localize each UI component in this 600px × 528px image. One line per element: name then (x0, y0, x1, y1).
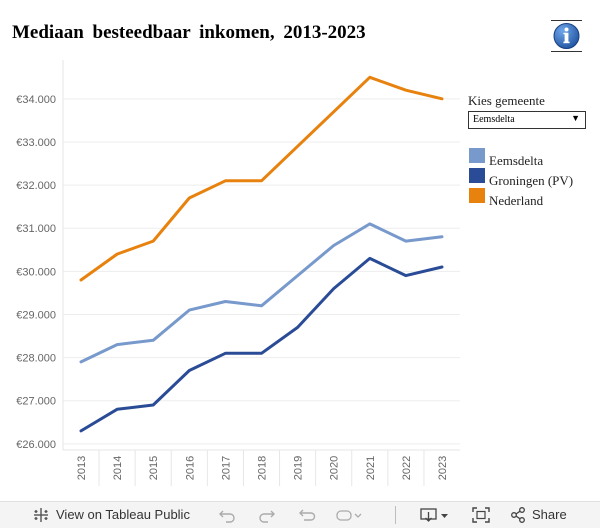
y-tick-label: €32.000 (16, 180, 56, 192)
legend-item-eemsdelta[interactable]: Eemsdelta (469, 148, 600, 168)
download-icon[interactable] (420, 507, 450, 523)
series-line-groningen-pv (79, 256, 444, 433)
legend-item-nederland[interactable]: Nederland (469, 188, 600, 208)
x-tick-label: 2020 (329, 456, 341, 480)
y-tick-label: €27.000 (16, 396, 56, 408)
legend-swatch (469, 148, 485, 163)
y-tick-label: €26.000 (16, 439, 56, 451)
y-tick-label: €31.000 (16, 223, 56, 235)
info-icon (553, 23, 580, 49)
share-icon[interactable] (510, 507, 526, 523)
gemeente-select[interactable]: Eemsdelta ▼ (468, 111, 586, 129)
legend-swatch (469, 168, 485, 183)
x-tick-label: 2017 (220, 456, 232, 480)
legend-label: Eemsdelta (489, 153, 544, 168)
x-tick-label: 2015 (148, 456, 160, 480)
x-tick-label: 2022 (401, 456, 413, 480)
toolbar-divider (395, 506, 396, 524)
y-tick-label: €29.000 (16, 309, 56, 321)
y-tick-label: €28.000 (16, 353, 56, 365)
tableau-toolbar: View on Tableau Public Share (0, 501, 600, 528)
x-tick-label: 2013 (76, 456, 88, 480)
revert-icon[interactable] (298, 507, 316, 523)
undo-icon[interactable] (218, 507, 236, 523)
x-tick-label: 2014 (112, 456, 124, 480)
pause-updates-icon[interactable] (336, 507, 362, 523)
fullscreen-icon[interactable] (472, 507, 490, 523)
y-tick-label: €34.000 (16, 94, 56, 106)
line-chart: €26.000 €27.000 €28.000 €29.000 €30.000 €31.0… (16, 60, 460, 486)
tableau-logo-icon (34, 508, 48, 522)
gemeente-select-value: Eemsdelta (473, 114, 515, 125)
series-line-nederland (79, 75, 444, 282)
series-line-eemsdelta (79, 222, 444, 364)
y-tick-label: €30.000 (16, 266, 56, 278)
x-tick-label: 2018 (257, 456, 269, 480)
legend-swatch (469, 188, 485, 203)
x-tick-label: 2019 (293, 456, 305, 480)
x-tick-label: 2021 (365, 456, 377, 480)
y-tick-label: €33.000 (16, 137, 56, 149)
share-button[interactable]: Share (532, 507, 567, 522)
view-on-tableau-link[interactable]: View on Tableau Public (56, 507, 190, 522)
redo-icon[interactable] (258, 507, 276, 523)
legend-label: Groningen (PV) (489, 173, 574, 188)
chevron-down-icon: ▼ (571, 113, 580, 123)
x-tick-label: 2016 (184, 456, 196, 480)
filter-label: Kies gemeente (468, 93, 545, 108)
chart-title: Mediaan besteedbaar inkomen, 2013-2023 (12, 22, 366, 43)
legend-item-groningen[interactable]: Groningen (PV) (469, 168, 600, 188)
info-button[interactable] (551, 20, 582, 52)
legend-label: Nederland (489, 193, 544, 208)
x-tick-label: 2023 (437, 456, 449, 480)
